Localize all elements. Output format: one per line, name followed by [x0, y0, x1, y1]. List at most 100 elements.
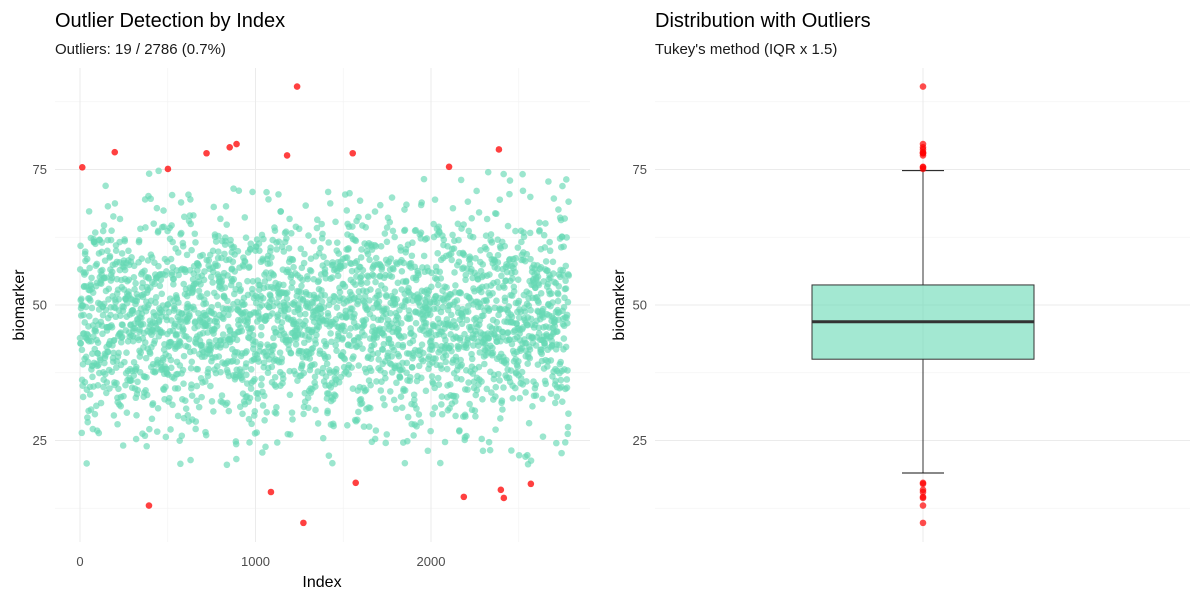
data-point — [156, 282, 164, 290]
data-point — [176, 437, 183, 444]
data-point — [190, 212, 197, 219]
data-point — [472, 391, 480, 399]
data-point — [473, 187, 480, 195]
data-point — [333, 239, 341, 246]
data-point — [258, 375, 265, 382]
data-point — [273, 403, 280, 411]
data-point — [417, 229, 425, 236]
data-point — [560, 303, 568, 311]
data-point — [103, 379, 111, 386]
data-point — [372, 278, 379, 286]
data-point — [77, 340, 85, 347]
data-point — [286, 431, 294, 438]
data-point — [536, 219, 543, 226]
data-point — [318, 287, 325, 294]
data-point — [347, 325, 354, 332]
data-point — [462, 271, 470, 279]
data-point — [334, 272, 342, 280]
data-point — [412, 319, 420, 327]
outlier-point — [300, 519, 307, 527]
data-point — [146, 350, 154, 357]
data-point — [265, 196, 272, 203]
boxplot-panel: Distribution with Outliers Tukey's metho… — [611, 10, 1190, 542]
data-point — [535, 281, 543, 289]
data-point — [423, 235, 431, 242]
data-point — [121, 358, 128, 366]
data-point — [155, 167, 162, 175]
data-point — [305, 404, 312, 412]
data-point — [346, 189, 353, 197]
data-point — [436, 268, 444, 276]
data-point — [154, 404, 162, 412]
data-point — [356, 334, 363, 341]
data-point — [493, 297, 500, 304]
data-point — [311, 373, 319, 381]
data-point — [187, 220, 195, 228]
data-point — [193, 382, 201, 390]
data-point — [99, 311, 107, 319]
data-point — [376, 201, 384, 209]
data-point — [346, 332, 353, 339]
data-point — [364, 213, 372, 221]
data-point — [170, 275, 178, 283]
data-point — [110, 412, 118, 419]
data-point — [515, 358, 522, 365]
data-point — [511, 260, 518, 268]
data-point — [262, 443, 269, 451]
data-point — [270, 334, 277, 342]
data-point — [197, 281, 204, 288]
data-point — [521, 308, 529, 315]
data-point — [496, 196, 504, 203]
data-point — [435, 281, 442, 289]
data-point — [260, 235, 267, 243]
outlier-point — [349, 149, 357, 157]
data-point — [131, 285, 138, 293]
data-point — [438, 365, 445, 373]
data-point — [515, 314, 523, 321]
data-point — [539, 305, 547, 313]
data-point — [177, 229, 185, 237]
data-point — [472, 413, 479, 420]
data-point — [452, 412, 459, 420]
data-point — [255, 240, 263, 247]
data-point — [174, 249, 182, 256]
data-point — [116, 238, 123, 246]
data-point — [212, 238, 220, 245]
data-point — [210, 203, 218, 211]
data-point — [498, 397, 506, 405]
data-point — [180, 213, 188, 221]
data-point — [532, 392, 540, 399]
data-point — [268, 296, 275, 303]
data-point — [327, 330, 334, 337]
data-point — [187, 365, 195, 372]
data-point — [492, 393, 499, 400]
data-point — [230, 185, 237, 192]
data-point — [340, 322, 347, 330]
data-point — [288, 284, 295, 291]
data-point — [100, 383, 107, 391]
scatter-title: Outlier Detection by Index — [55, 10, 285, 32]
data-point — [179, 242, 187, 250]
data-point — [527, 255, 534, 263]
data-point — [550, 195, 558, 202]
data-point — [106, 252, 114, 260]
data-point — [534, 273, 542, 281]
data-point — [241, 214, 249, 221]
data-point — [512, 227, 519, 235]
data-point — [360, 423, 368, 430]
data-point — [373, 378, 380, 385]
data-point — [375, 356, 383, 363]
data-point — [404, 413, 412, 421]
data-point — [505, 303, 513, 310]
outlier-point — [145, 502, 153, 509]
data-point — [297, 245, 305, 253]
data-point — [397, 393, 405, 401]
data-point — [335, 378, 343, 386]
data-point — [538, 350, 546, 358]
data-point — [257, 381, 265, 389]
data-point — [153, 204, 161, 212]
data-point — [510, 288, 518, 295]
data-point — [388, 194, 396, 201]
data-point — [129, 307, 137, 314]
data-point — [345, 371, 352, 378]
